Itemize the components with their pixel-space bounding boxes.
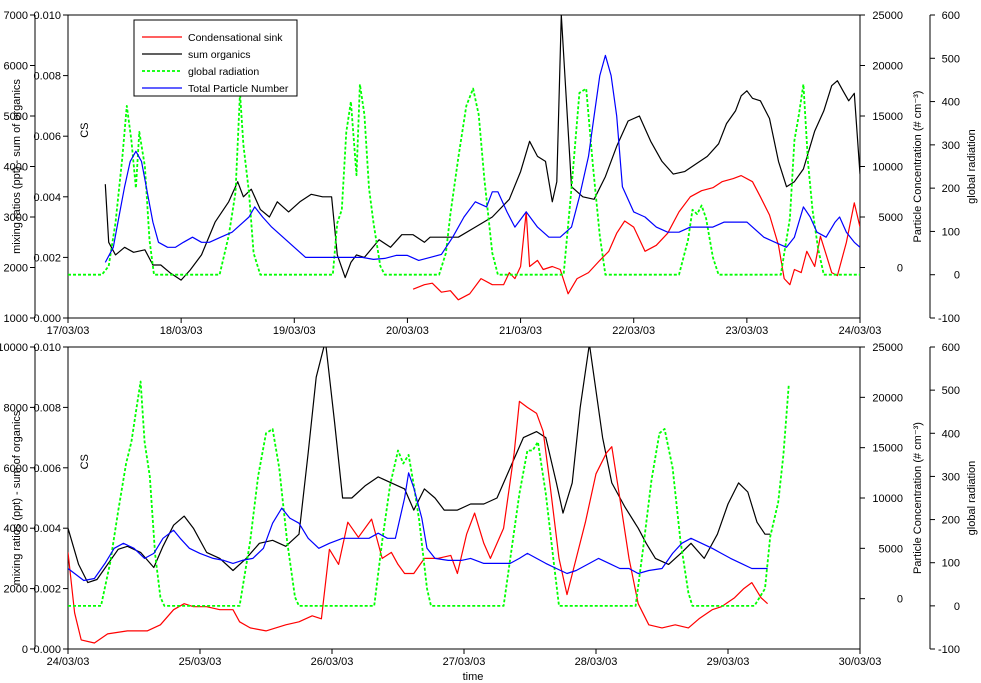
bottom-mixing-tick-label: 2000 [4, 584, 28, 596]
legend: Condensational sink sum organics global ra… [133, 19, 298, 97]
bottom-mixing-tick-label: 4000 [4, 523, 28, 535]
top-mixing-tick-label: 4000 [4, 162, 28, 174]
top-radiation-tick-label: -100 [938, 313, 960, 325]
top-cs-tick-label: 0.002 [33, 252, 61, 264]
bottom-cs-tick-label: 0.004 [33, 523, 61, 535]
bottom-x-tick-label: 26/03/03 [311, 656, 354, 668]
top-mixing-tick-label: 5000 [4, 111, 28, 123]
bottom-radiation-tick-label: 300 [942, 471, 960, 483]
top-series-condensational-sink [412, 175, 860, 301]
bottom-radiation-tick-label: 400 [942, 428, 960, 440]
bottom-radiation-tick-label: 200 [942, 515, 960, 527]
legend-label: sum organics [188, 49, 250, 61]
bottom-cs-tick-label: 0.008 [33, 402, 61, 414]
top-mixing-tick-label: 6000 [4, 61, 28, 73]
top-x-tick-label: 18/03/03 [160, 325, 203, 337]
x-axis-title: time [463, 671, 484, 683]
bottom-series-condensational-sink [68, 400, 769, 644]
bottom-mixing-tick-label: 6000 [4, 463, 28, 475]
bottom-series-total-particle-number [68, 472, 768, 582]
legend-label: Total Particle Number [188, 83, 289, 95]
top-particle-tick-label: 10000 [872, 162, 903, 174]
top-radiation-tick-label: 100 [942, 226, 960, 238]
bottom-mixing-tick-label: 8000 [4, 402, 28, 414]
top-mixing-axis-title: mixing ratios (ppt) - sum of organics [11, 79, 23, 254]
legend-label: Condensational sink [188, 32, 283, 44]
bottom-x-tick-label: 30/03/03 [839, 656, 882, 668]
top-particle-tick-label: 15000 [872, 111, 903, 123]
top-radiation-tick-label: 400 [942, 97, 960, 109]
top-x-tick-label: 19/03/03 [273, 325, 316, 337]
legend-box [133, 19, 298, 97]
bottom-particle-tick-label: 15000 [872, 443, 903, 455]
top-radiation-tick-label: 0 [954, 270, 960, 282]
top-particle-axis-title: Particle Concentration (# cm⁻³) [912, 91, 924, 243]
top-x-tick-label: 24/03/03 [839, 325, 882, 337]
top-panel: 17/03/03 18/03/03 19/03/03 20/03/03 21/03/03… [4, 10, 978, 337]
bottom-x-tick-label: 28/03/03 [575, 656, 618, 668]
bottom-particle-tick-label: 0 [897, 594, 903, 606]
top-cs-tick-label: 0.010 [33, 10, 61, 22]
bottom-series-global-radiation [68, 380, 790, 607]
bottom-particle-axis-title: Particle Concentration (# cm⁻³) [912, 422, 924, 574]
bottom-plot-frame [67, 346, 861, 650]
top-cs-tick-label: 0.000 [33, 313, 61, 325]
top-cs-tick-label: 0.008 [33, 71, 61, 83]
top-x-tick-label: 22/03/03 [612, 325, 655, 337]
top-radiation-tick-label: 500 [942, 53, 960, 65]
bottom-particle-tick-label: 25000 [872, 342, 903, 354]
bottom-x-tick-label: 24/03/03 [47, 656, 90, 668]
top-series-total-particle-number [104, 54, 860, 263]
bottom-x-tick-label: 27/03/03 [443, 656, 486, 668]
top-particle-tick-label: 25000 [872, 10, 903, 22]
top-radiation-tick-label: 200 [942, 183, 960, 195]
top-particle-tick-label: 5000 [879, 212, 903, 224]
bottom-cs-tick-label: 0.006 [33, 463, 61, 475]
bottom-radiation-tick-label: -100 [938, 644, 960, 656]
legend-label: global radiation [188, 66, 259, 78]
bottom-panel: 24/03/03 25/03/03 26/03/03 27/03/03 28/03/03… [0, 342, 978, 668]
top-x-tick-label: 20/03/03 [386, 325, 429, 337]
top-radiation-tick-label: 300 [942, 140, 960, 152]
bottom-radiation-tick-label: 500 [942, 385, 960, 397]
top-x-tick-label: 17/03/03 [47, 325, 90, 337]
bottom-radiation-axis-title: global radiation [966, 461, 978, 536]
bottom-mixing-tick-label: 0 [22, 644, 28, 656]
top-mixing-tick-label: 1000 [4, 313, 28, 325]
top-mixing-tick-label: 7000 [4, 10, 28, 22]
bottom-series-sum-organics [68, 347, 771, 584]
top-radiation-axis-title: global radiation [966, 129, 978, 204]
bottom-particle-tick-label: 10000 [872, 493, 903, 505]
bottom-cs-tick-label: 0.000 [33, 644, 61, 656]
bottom-x-tick-label: 29/03/03 [707, 656, 750, 668]
bottom-cs-axis-title: CS [79, 454, 91, 469]
top-cs-tick-label: 0.004 [33, 192, 61, 204]
top-series-sum-organics [104, 15, 860, 281]
top-cs-axis-title: CS [79, 122, 91, 137]
bottom-mixing-axis-title: mixing ratios (ppt) - sum of organics [11, 410, 23, 585]
top-series-global-radiation [68, 83, 860, 276]
top-x-tick-label: 23/03/03 [725, 325, 768, 337]
bottom-radiation-tick-label: 100 [942, 558, 960, 570]
bottom-cs-tick-label: 0.002 [33, 584, 61, 596]
bottom-radiation-tick-label: 600 [942, 342, 960, 354]
top-particle-tick-label: 20000 [872, 61, 903, 73]
top-cs-tick-label: 0.006 [33, 131, 61, 143]
bottom-x-tick-label: 25/03/03 [179, 656, 222, 668]
bottom-particle-tick-label: 5000 [879, 543, 903, 555]
bottom-mixing-tick-label: 10000 [0, 342, 28, 354]
bottom-particle-tick-label: 20000 [872, 392, 903, 404]
bottom-radiation-tick-label: 0 [954, 601, 960, 613]
top-mixing-tick-label: 2000 [4, 263, 28, 275]
top-x-tick-label: 21/03/03 [499, 325, 542, 337]
bottom-cs-tick-label: 0.010 [33, 342, 61, 354]
top-particle-tick-label: 0 [897, 263, 903, 275]
top-radiation-tick-label: 600 [942, 10, 960, 22]
top-mixing-tick-label: 3000 [4, 212, 28, 224]
